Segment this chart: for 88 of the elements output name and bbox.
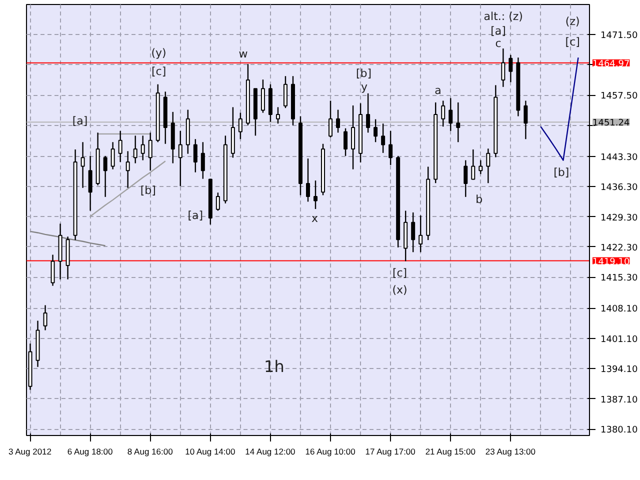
ref-line-label: 1464.97 <box>592 59 630 70</box>
line-series <box>30 230 106 246</box>
x-tick-label: 23 Aug 13:00 <box>485 446 536 456</box>
annotation: [b] <box>554 166 570 180</box>
candlestick <box>200 142 205 180</box>
annotation: w <box>238 48 248 61</box>
candlestick <box>238 112 242 140</box>
candlestick <box>388 130 393 166</box>
annotation: 1h <box>264 357 284 376</box>
y-tick-label: 1415.30 <box>600 274 638 284</box>
x-tick-label: 10 Aug 14:00 <box>185 446 236 456</box>
candlestick <box>381 122 386 154</box>
candlestick <box>276 106 280 124</box>
y-tick-label: 1380.10 <box>600 426 638 436</box>
candlestick <box>260 78 265 114</box>
y-tick-label: 1387.10 <box>600 395 638 406</box>
annotation: alt.: (z) <box>484 10 523 24</box>
annotation: [c] <box>565 35 580 48</box>
candlestick <box>178 130 182 187</box>
annotation: [a] <box>72 114 88 128</box>
candlestick <box>80 142 85 188</box>
x-tick-label: 8 Aug 16:00 <box>127 446 174 456</box>
y-tick-label: 1422.30 <box>600 243 638 254</box>
y-tick-label: 1436.30 <box>600 183 638 194</box>
candlestick <box>110 142 115 170</box>
candlestick <box>88 155 92 212</box>
candlestick <box>411 212 416 253</box>
candlestick <box>441 100 446 128</box>
candlestick <box>501 48 506 88</box>
annotation: [b] <box>356 66 372 80</box>
annotation: c <box>495 37 502 50</box>
candlestick <box>50 254 55 286</box>
candlestick <box>283 76 288 109</box>
annotation: (y) <box>151 46 166 60</box>
line-series <box>540 56 579 161</box>
annotation: (z) <box>565 15 580 28</box>
candlestick <box>486 148 490 184</box>
y-tick-label: 1457.50 <box>600 92 638 102</box>
annotation: y <box>361 80 368 94</box>
candlestick <box>374 118 378 143</box>
x-tick-label: 16 Aug 10:00 <box>305 446 356 456</box>
ref-line-label: 1419.10 <box>592 257 630 268</box>
annotation: [c] <box>392 266 408 280</box>
candlestick <box>366 92 370 134</box>
annotation: [a] <box>188 209 204 222</box>
y-tick-label: 1429.30 <box>600 213 638 224</box>
ref-line-label: 1451.24 <box>592 118 630 129</box>
x-tick-label: 3 Aug 2012 <box>8 446 52 456</box>
annotation: [b] <box>140 184 156 198</box>
candlestick <box>148 132 152 172</box>
y-tick-label: 1401.10 <box>600 334 638 345</box>
y-tick-label: 1471.50 <box>600 31 638 42</box>
x-tick-label: 6 Aug 18:00 <box>67 446 114 456</box>
candlestick <box>508 54 513 83</box>
candlestick <box>103 155 108 198</box>
candlestick <box>306 158 310 202</box>
annotation: [c] <box>151 64 166 78</box>
y-tick-label: 1394.10 <box>600 365 638 376</box>
x-tick-label: 21 Aug 15:00 <box>425 446 476 456</box>
candlestick <box>193 138 198 173</box>
annotation: (x) <box>392 283 408 296</box>
y-tick-label: 1408.10 <box>600 304 638 315</box>
x-tick-label: 17 Aug 17:00 <box>365 446 416 456</box>
annotation: b <box>476 193 483 206</box>
candlestick <box>464 160 468 198</box>
candlestick <box>456 102 460 143</box>
annotation: a <box>434 84 442 98</box>
line-series <box>90 160 166 217</box>
annotation: x <box>312 212 318 225</box>
candlestick <box>524 100 528 140</box>
candlestick <box>133 135 138 164</box>
candlestick <box>471 148 476 180</box>
x-tick-label: 14 Aug 12:00 <box>245 446 296 456</box>
candlestick <box>328 100 333 138</box>
candlestick <box>314 180 318 210</box>
candlestick <box>43 304 48 331</box>
candlestick <box>344 128 348 157</box>
y-tick-label: 1443.30 <box>600 152 638 163</box>
candlestick <box>351 104 356 170</box>
candlestick <box>418 214 423 253</box>
candlestick <box>478 160 483 175</box>
candlestick <box>448 98 453 132</box>
candlestick <box>336 109 340 134</box>
candlestick <box>140 135 145 161</box>
candlestick <box>126 150 130 188</box>
candlestick <box>216 192 220 212</box>
candlestick <box>118 130 122 163</box>
annotation: [a] <box>490 24 506 38</box>
